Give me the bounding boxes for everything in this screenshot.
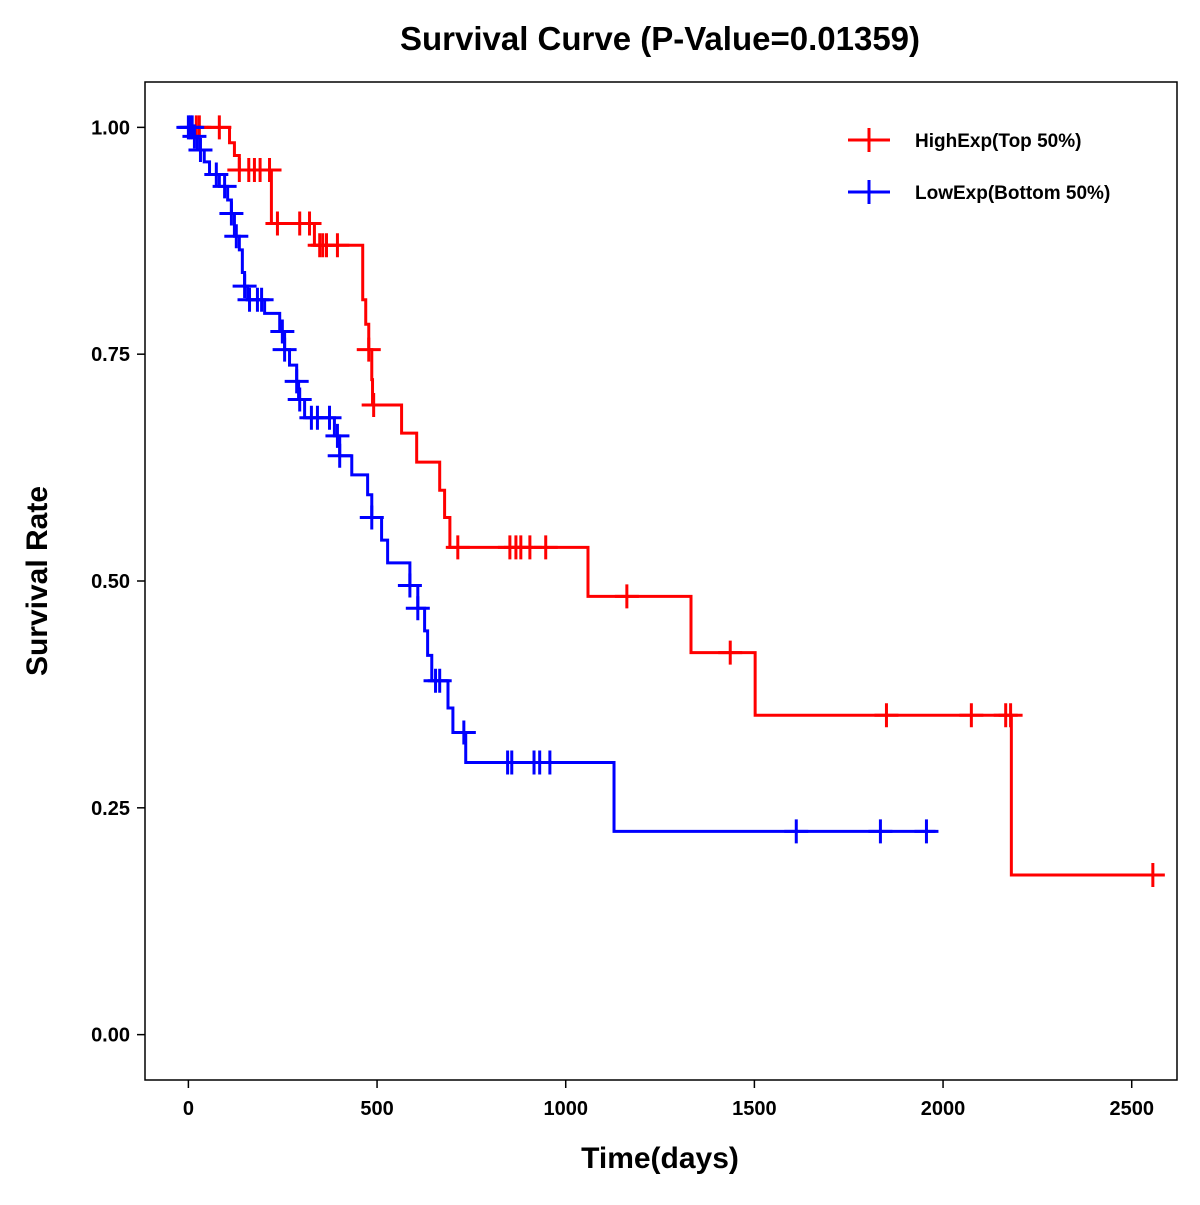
censor-mark xyxy=(270,319,295,344)
chart-title: Survival Curve (P-Value=0.01359) xyxy=(400,20,920,57)
censor-mark xyxy=(533,535,558,560)
y-tick-label: 0.00 xyxy=(91,1025,130,1047)
censor-mark xyxy=(614,584,639,609)
censor-mark xyxy=(249,287,274,312)
x-tick-label: 0 xyxy=(183,1098,194,1120)
censor-mark xyxy=(325,233,350,258)
censor-mark xyxy=(219,201,244,226)
y-tick-label: 0.50 xyxy=(91,571,130,593)
censor-mark xyxy=(868,819,893,844)
censor-mark xyxy=(361,392,386,417)
censor-mark xyxy=(451,720,476,745)
censor-mark xyxy=(914,819,939,844)
legend: HighExp(Top 50%) LowExp(Bottom 50%) xyxy=(848,128,1110,204)
x-tick-label: 2000 xyxy=(921,1098,966,1120)
x-tick-label: 1500 xyxy=(732,1098,777,1120)
censor-mark xyxy=(959,703,984,728)
legend-label: LowExp(Bottom 50%) xyxy=(915,183,1110,204)
y-tick-label: 1.00 xyxy=(91,117,130,139)
x-axis-label: Time(days) xyxy=(581,1142,739,1175)
series-group xyxy=(176,115,1165,887)
censor-mark xyxy=(287,387,312,412)
censor-mark xyxy=(207,115,232,140)
legend-marker xyxy=(857,180,881,204)
censor-mark xyxy=(784,819,809,844)
censor-mark xyxy=(359,505,384,530)
legend-item: HighExp(Top 50%) xyxy=(848,128,1081,152)
censor-mark xyxy=(405,596,430,621)
censor-mark xyxy=(232,274,257,299)
legend-label: HighExp(Top 50%) xyxy=(915,131,1081,152)
y-tick-label: 0.75 xyxy=(91,344,130,366)
x-tick-label: 1000 xyxy=(543,1098,588,1120)
censor-mark xyxy=(297,211,322,236)
survival-step-line xyxy=(188,125,1156,877)
x-tick-label: 500 xyxy=(360,1098,393,1120)
censor-mark xyxy=(188,138,213,163)
censor-mark xyxy=(182,124,207,149)
censor-mark xyxy=(445,535,470,560)
series-low xyxy=(176,115,939,844)
censor-mark xyxy=(325,423,350,448)
censor-mark xyxy=(1140,862,1165,887)
legend-marker xyxy=(857,128,881,152)
x-axis: 0 500 1000 1500 2000 2500 xyxy=(183,1080,1154,1120)
censor-mark xyxy=(265,211,290,236)
censor-mark xyxy=(224,224,249,249)
x-tick-label: 2500 xyxy=(1109,1098,1154,1120)
y-tick-label: 0.25 xyxy=(91,798,130,820)
censor-mark xyxy=(212,174,237,199)
y-axis: 0.00 0.25 0.50 0.75 1.00 xyxy=(91,117,145,1047)
censor-mark xyxy=(284,369,309,394)
censor-mark xyxy=(499,750,524,775)
censor-mark xyxy=(356,337,381,362)
y-axis-label: Survival Rate xyxy=(21,486,54,676)
censor-mark xyxy=(257,158,282,183)
censor-mark xyxy=(537,750,562,775)
censor-mark xyxy=(317,405,342,430)
censor-mark xyxy=(272,337,297,362)
censor-mark xyxy=(397,573,422,598)
censor-mark xyxy=(874,703,899,728)
censor-mark xyxy=(998,703,1023,728)
censor-mark xyxy=(427,668,452,693)
legend-item: LowExp(Bottom 50%) xyxy=(848,180,1110,204)
series-high xyxy=(184,115,1165,887)
censor-mark xyxy=(327,443,352,468)
censor-mark xyxy=(718,640,743,665)
